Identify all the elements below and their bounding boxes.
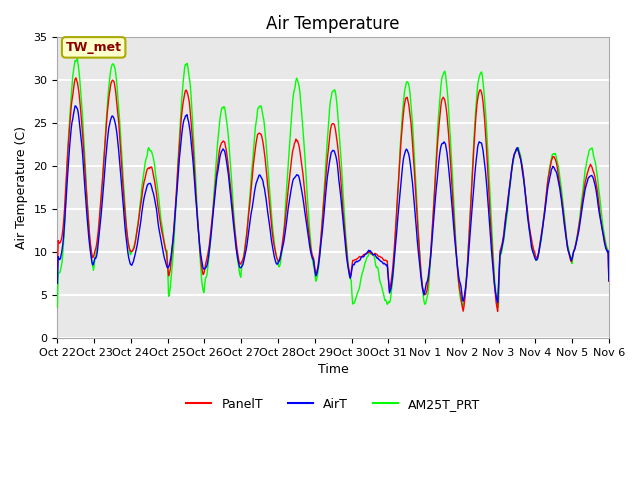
PanelT xyxy=(177,120,185,126)
AM25T_PRT xyxy=(417,268,425,274)
PanelT xyxy=(206,235,214,241)
AM25T_PRT xyxy=(605,249,612,254)
AirT xyxy=(54,281,61,287)
PanelT xyxy=(121,208,129,214)
AirT xyxy=(63,176,71,181)
Line: PanelT: PanelT xyxy=(58,78,609,311)
Legend: PanelT, AirT, AM25T_PRT: PanelT, AirT, AM25T_PRT xyxy=(181,393,485,416)
PanelT xyxy=(605,278,612,284)
AirT xyxy=(121,223,129,229)
AirT xyxy=(605,278,612,284)
AirT xyxy=(177,140,185,146)
Line: AirT: AirT xyxy=(58,106,609,302)
AM25T_PRT xyxy=(401,87,409,93)
PanelT xyxy=(54,269,61,275)
AM25T_PRT xyxy=(206,244,214,250)
AM25T_PRT xyxy=(495,304,502,310)
PanelT xyxy=(63,156,71,161)
X-axis label: Time: Time xyxy=(318,363,349,376)
AM25T_PRT xyxy=(177,109,185,115)
Y-axis label: Air Temperature (C): Air Temperature (C) xyxy=(15,126,28,249)
AirT xyxy=(417,274,425,280)
PanelT xyxy=(72,75,79,81)
Title: Air Temperature: Air Temperature xyxy=(266,15,400,33)
AirT xyxy=(401,150,409,156)
PanelT xyxy=(401,99,409,105)
PanelT xyxy=(494,308,502,314)
AirT xyxy=(71,103,79,109)
PanelT xyxy=(417,270,425,276)
AirT xyxy=(206,242,214,248)
AM25T_PRT xyxy=(74,56,81,61)
AirT xyxy=(494,300,502,305)
AM25T_PRT xyxy=(121,200,129,205)
Line: AM25T_PRT: AM25T_PRT xyxy=(58,59,609,307)
AM25T_PRT xyxy=(54,304,61,310)
Text: TW_met: TW_met xyxy=(66,41,122,54)
AM25T_PRT xyxy=(63,157,71,163)
